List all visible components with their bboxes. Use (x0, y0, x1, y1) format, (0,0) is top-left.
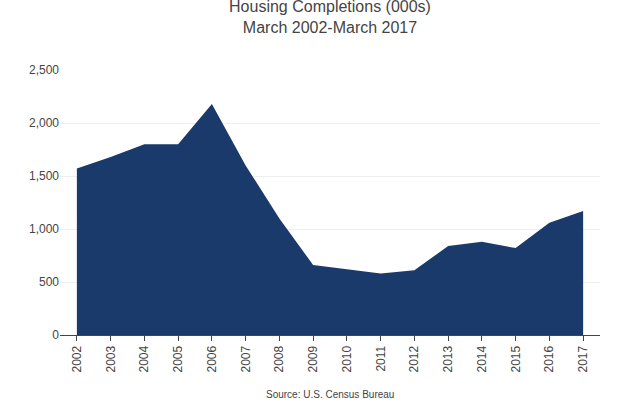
svg-text:500: 500 (39, 275, 59, 289)
svg-text:2,500: 2,500 (29, 63, 59, 77)
svg-text:2002: 2002 (70, 345, 84, 372)
svg-text:0: 0 (52, 328, 59, 342)
svg-text:1,000: 1,000 (29, 222, 59, 236)
svg-text:Source: U.S. Census Bureau: Source: U.S. Census Bureau (266, 389, 394, 400)
svg-text:2017: 2017 (576, 345, 590, 372)
svg-text:2009: 2009 (306, 345, 320, 372)
svg-text:2013: 2013 (441, 345, 455, 372)
svg-text:2005: 2005 (171, 345, 185, 372)
svg-text:2008: 2008 (272, 345, 286, 372)
svg-text:2003: 2003 (104, 345, 118, 372)
svg-text:2,000: 2,000 (29, 116, 59, 130)
svg-text:Housing Completions (000s)Marc: Housing Completions (000s)March 2002-Mar… (229, 0, 431, 36)
svg-text:2014: 2014 (475, 345, 489, 372)
svg-text:2015: 2015 (509, 345, 523, 372)
svg-text:2007: 2007 (239, 345, 253, 372)
svg-text:2012: 2012 (407, 345, 421, 372)
svg-text:2011: 2011 (374, 345, 388, 371)
svg-text:2006: 2006 (205, 345, 219, 372)
svg-text:1,500: 1,500 (29, 169, 59, 183)
svg-text:2016: 2016 (542, 345, 556, 372)
svg-text:2010: 2010 (340, 345, 354, 372)
svg-text:2004: 2004 (137, 345, 151, 372)
